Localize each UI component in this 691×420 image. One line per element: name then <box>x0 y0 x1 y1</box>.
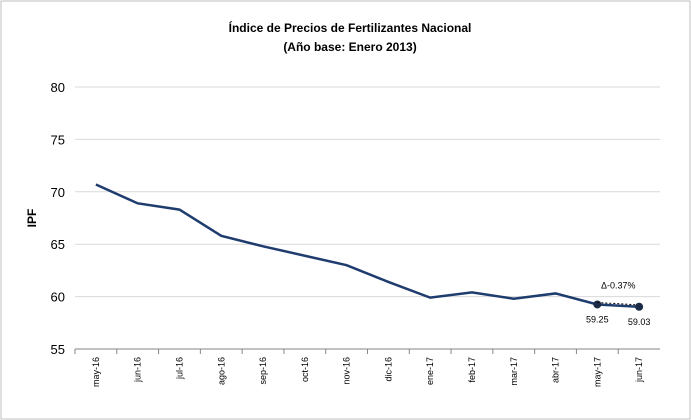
x-tick-label: nov-16 <box>342 357 352 385</box>
x-tick-label: jun-17 <box>634 357 644 383</box>
x-tick-label: may-16 <box>91 357 101 387</box>
y-tick-label: 75 <box>51 132 65 147</box>
y-tick-label: 80 <box>51 80 65 95</box>
x-tick-label: jun-16 <box>133 357 143 383</box>
y-tick-label: 70 <box>51 185 65 200</box>
y-tick-label: 55 <box>51 342 65 357</box>
chart-subtitle: (Año base: Enero 2013) <box>283 40 416 54</box>
point-marker <box>635 302 644 311</box>
y-tick-label: 65 <box>51 237 65 252</box>
x-tick-label: jul-16 <box>174 357 184 380</box>
annotation: Δ-0.37% <box>601 280 636 290</box>
x-tick-label: ene-17 <box>425 357 435 385</box>
chart-title: Índice de Precios de Fertilizantes Nacio… <box>229 20 472 35</box>
x-tick-label: dic-16 <box>383 357 393 382</box>
point-marker <box>593 300 602 309</box>
x-tick-label: abr-17 <box>551 357 561 383</box>
data-label: 59.25 <box>586 314 609 324</box>
y-tick-label: 60 <box>51 290 65 305</box>
x-tick-label: oct-16 <box>300 357 310 382</box>
x-tick-label: feb-17 <box>467 357 477 383</box>
y-axis-label: IPF <box>25 209 39 228</box>
x-tick-label: sep-16 <box>258 357 268 385</box>
x-tick-label: mar-17 <box>509 357 519 386</box>
series-line <box>95 183 640 309</box>
x-tick-label: ago-16 <box>216 357 226 385</box>
data-label: 59.03 <box>628 317 651 327</box>
x-tick-label: may-17 <box>592 357 602 387</box>
